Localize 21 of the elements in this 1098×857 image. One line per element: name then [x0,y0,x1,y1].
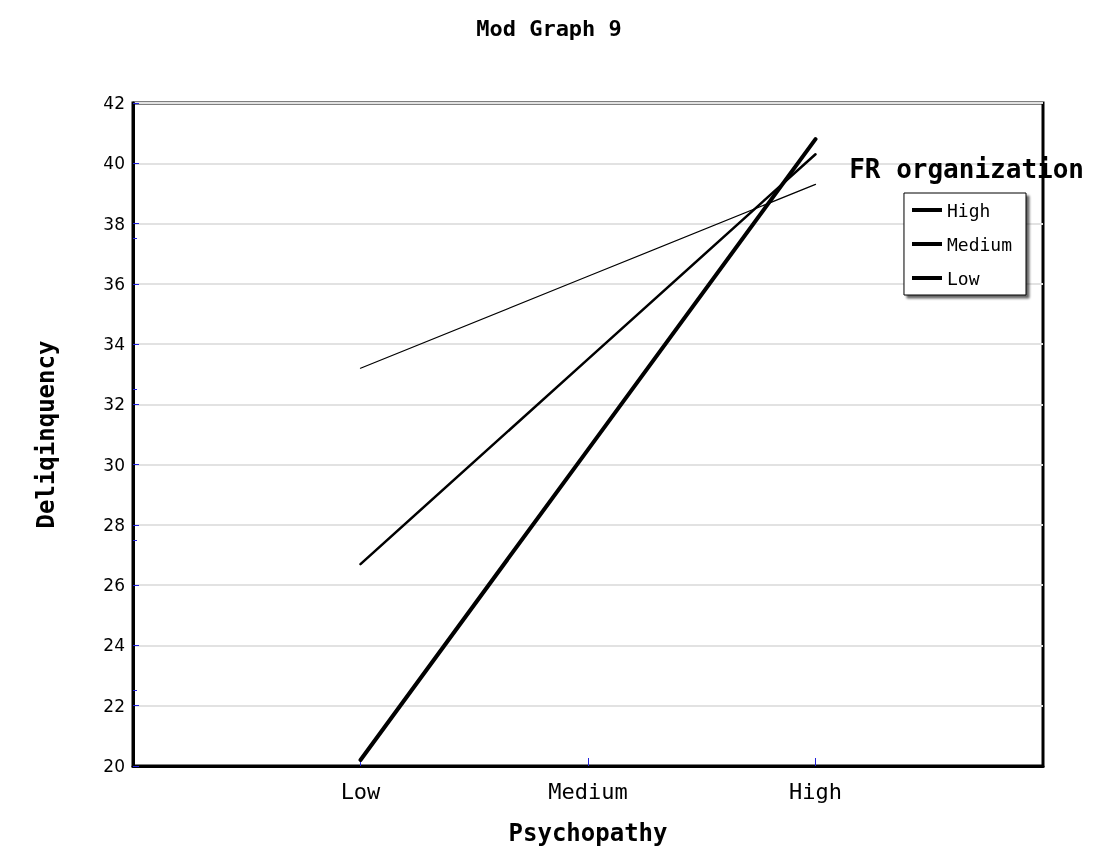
y-tick-label: 28 [103,514,125,535]
y-tick-label: 34 [103,334,125,355]
legend-label: Medium [946,233,1013,255]
y-tick-label: 24 [103,635,125,656]
legend-label: Low [946,267,980,289]
y-tick-label: 42 [103,93,125,113]
legend-label: High [946,199,991,221]
y-tick-label: 36 [103,273,125,294]
x-tick-label: Medium [548,778,628,804]
y-axis-title: Deliqinquency [32,340,60,529]
y-tick-label: 26 [103,575,125,596]
y-tick-label: 30 [103,454,125,475]
x-tick-label: High [789,778,842,804]
x-axis-title: Psychopathy [508,819,668,847]
chart-title: Mod Graph 9 [476,15,622,41]
x-tick-label: Low [340,778,382,804]
y-tick-label: 20 [103,756,125,776]
y-tick-label: 32 [103,394,125,415]
y-tick-label: 40 [103,153,125,174]
y-tick-label: 22 [103,695,125,716]
y-tick-label: 38 [103,213,125,234]
